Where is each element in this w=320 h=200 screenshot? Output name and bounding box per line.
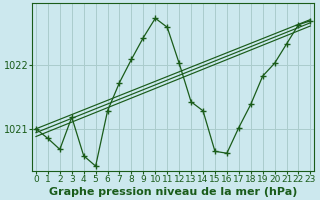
X-axis label: Graphe pression niveau de la mer (hPa): Graphe pression niveau de la mer (hPa) (49, 187, 297, 197)
